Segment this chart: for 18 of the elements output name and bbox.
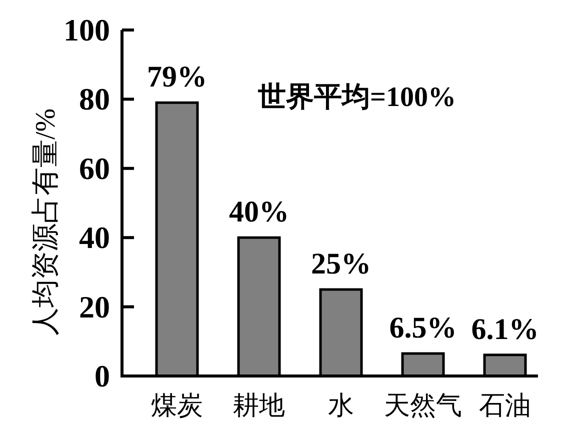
y-tick-label: 80 xyxy=(79,82,110,117)
data-label: 6.5% xyxy=(389,312,457,345)
data-label: 79% xyxy=(147,60,207,94)
y-tick-label: 20 xyxy=(79,289,110,324)
y-axis-title: 人均资源占有量/% xyxy=(30,108,62,336)
data-label: 25% xyxy=(311,248,371,280)
x-tick-label: 耕地 xyxy=(233,391,285,420)
y-tick-label: 0 xyxy=(94,358,110,394)
data-label: 40% xyxy=(229,196,289,229)
x-tick-label: 水 xyxy=(328,391,354,420)
y-tick-label: 40 xyxy=(79,220,110,256)
annotation: 世界平均=100% xyxy=(257,82,456,113)
y-tick-label: 60 xyxy=(79,150,110,186)
x-tick-label: 天然气 xyxy=(384,391,462,420)
x-tick-label: 石油 xyxy=(479,391,531,420)
data-label: 6.1% xyxy=(471,312,539,346)
x-tick-label: 煤炭 xyxy=(151,391,203,420)
y-tick-label: 100 xyxy=(64,12,110,48)
